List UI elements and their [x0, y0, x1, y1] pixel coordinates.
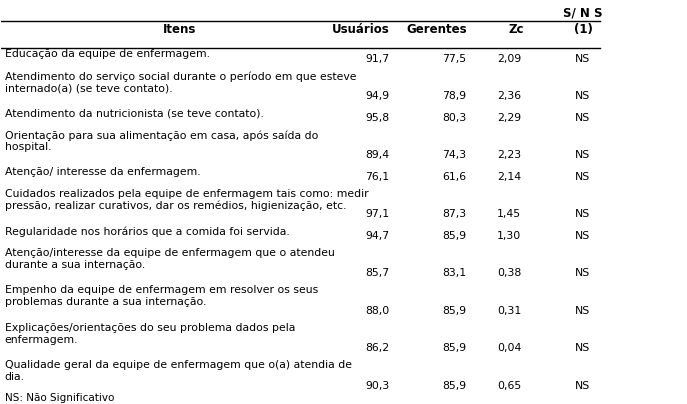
Text: 85,9: 85,9: [442, 381, 466, 391]
Text: NS: NS: [575, 381, 591, 391]
Text: NS: NS: [575, 343, 591, 353]
Text: Educação da equipe de enfermagem.: Educação da equipe de enfermagem.: [5, 49, 210, 59]
Text: 90,3: 90,3: [365, 381, 390, 391]
Text: NS: NS: [575, 91, 591, 101]
Text: 0,65: 0,65: [497, 381, 521, 391]
Text: 2,29: 2,29: [497, 113, 521, 123]
Text: 2,14: 2,14: [497, 172, 521, 182]
Text: Atenção/ interesse da enfermagem.: Atenção/ interesse da enfermagem.: [5, 168, 201, 177]
Text: Usuários: Usuários: [332, 23, 390, 36]
Text: Atenção/interesse da equipe de enfermagem que o atendeu
durante a sua internação: Atenção/interesse da equipe de enfermage…: [5, 248, 335, 269]
Text: NS: NS: [575, 113, 591, 123]
Text: 1,45: 1,45: [497, 209, 521, 219]
Text: 87,3: 87,3: [442, 209, 466, 219]
Text: 74,3: 74,3: [442, 150, 466, 160]
Text: 76,1: 76,1: [365, 172, 390, 182]
Text: 83,1: 83,1: [442, 268, 466, 278]
Text: Atendimento da nutricionista (se teve contato).: Atendimento da nutricionista (se teve co…: [5, 109, 264, 118]
Text: 0,38: 0,38: [497, 268, 521, 278]
Text: NS: NS: [575, 231, 591, 241]
Text: 97,1: 97,1: [365, 209, 390, 219]
Text: 85,7: 85,7: [365, 268, 390, 278]
Text: NS: NS: [575, 54, 591, 64]
Text: Itens: Itens: [163, 23, 196, 36]
Text: NS: NS: [575, 268, 591, 278]
Text: 94,9: 94,9: [365, 91, 390, 101]
Text: Regularidade nos horários que a comida foi servida.: Regularidade nos horários que a comida f…: [5, 227, 289, 237]
Text: 86,2: 86,2: [365, 343, 390, 353]
Text: 0,31: 0,31: [497, 306, 521, 316]
Text: 94,7: 94,7: [365, 231, 390, 241]
Text: Cuidados realizados pela equipe de enfermagem tais como: medir
pressão, realizar: Cuidados realizados pela equipe de enfer…: [5, 189, 368, 211]
Text: 80,3: 80,3: [442, 113, 466, 123]
Text: Qualidade geral da equipe de enfermagem que o(a) atendia de
dia.: Qualidade geral da equipe de enfermagem …: [5, 360, 352, 382]
Text: 0,04: 0,04: [497, 343, 521, 353]
Text: Explicações/orientações do seu problema dados pela
enfermagem.: Explicações/orientações do seu problema …: [5, 323, 295, 345]
Text: Gerentes: Gerentes: [406, 23, 466, 36]
Text: Orientação para sua alimentação em casa, após saída do
hospital.: Orientação para sua alimentação em casa,…: [5, 130, 318, 152]
Text: NS: NS: [575, 306, 591, 316]
Text: 1,30: 1,30: [497, 231, 521, 241]
Text: NS: NS: [575, 172, 591, 182]
Text: NS: Não Significativo: NS: Não Significativo: [5, 393, 114, 403]
Text: 85,9: 85,9: [442, 343, 466, 353]
Text: 61,6: 61,6: [442, 172, 466, 182]
Text: 2,23: 2,23: [497, 150, 521, 160]
Text: 2,36: 2,36: [497, 91, 521, 101]
Text: 95,8: 95,8: [365, 113, 390, 123]
Text: Atendimento do serviço social durante o período em que esteve
internado(a) (se t: Atendimento do serviço social durante o …: [5, 71, 357, 93]
Text: 2,09: 2,09: [497, 54, 521, 64]
Text: 91,7: 91,7: [365, 54, 390, 64]
Text: 77,5: 77,5: [442, 54, 466, 64]
Text: NS: NS: [575, 209, 591, 219]
Text: Empenho da equipe de enfermagem em resolver os seus
problemas durante a sua inte: Empenho da equipe de enfermagem em resol…: [5, 286, 318, 307]
Text: 88,0: 88,0: [365, 306, 390, 316]
Text: NS: NS: [575, 150, 591, 160]
Text: Zc: Zc: [509, 23, 524, 36]
Text: S/ N S: S/ N S: [563, 6, 602, 19]
Text: 85,9: 85,9: [442, 231, 466, 241]
Text: (1): (1): [574, 23, 592, 36]
Text: 85,9: 85,9: [442, 306, 466, 316]
Text: 89,4: 89,4: [365, 150, 390, 160]
Text: 78,9: 78,9: [442, 91, 466, 101]
